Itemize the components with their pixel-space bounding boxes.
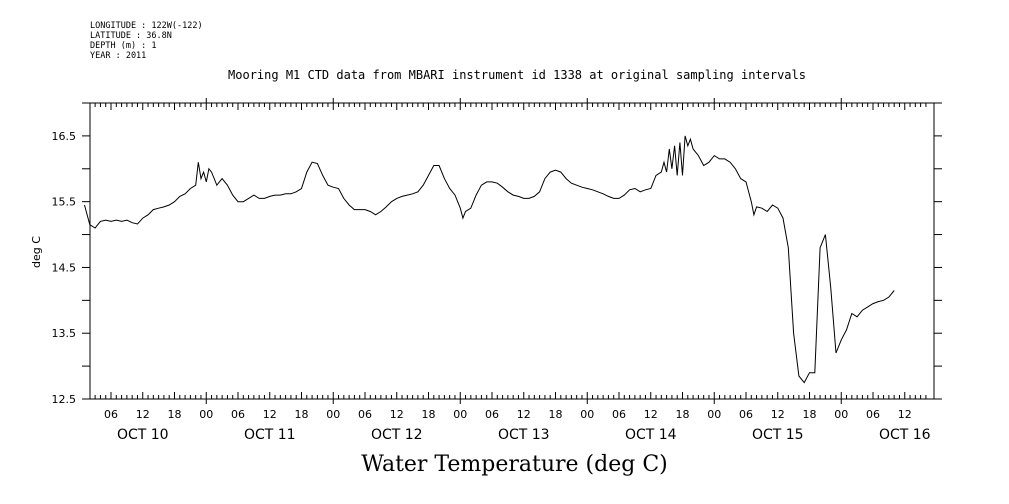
x-tick-label: 12 (771, 408, 785, 421)
x-tick-label: 18 (549, 408, 563, 421)
day-label: OCT 11 (244, 427, 296, 443)
y-axis-label: deg C (30, 236, 43, 268)
y-tick-label: 14.5 (52, 261, 77, 274)
y-tick-label: 13.5 (52, 327, 77, 340)
x-tick-label: 00 (580, 408, 594, 421)
x-tick-label: 12 (136, 408, 150, 421)
x-tick-label: 06 (485, 408, 499, 421)
chart-title: Mooring M1 CTD data from MBARI instrumen… (228, 68, 806, 82)
x-tick-label: 12 (517, 408, 531, 421)
y-tick-label: 16.5 (52, 130, 77, 143)
x-tick-label: 18 (422, 408, 436, 421)
day-label: OCT 12 (371, 427, 423, 443)
x-tick-label: 12 (263, 408, 277, 421)
depth-label: DEPTH (m) : 1 (90, 41, 157, 51)
x-tick-label: 06 (104, 408, 118, 421)
x-tick-label: 06 (231, 408, 245, 421)
x-tick-label: 00 (326, 408, 340, 421)
longitude-label: LONGITUDE : 122W(-122) (90, 21, 203, 31)
x-tick-label: 06 (358, 408, 372, 421)
axis-labels: 12.5 13.5 14.5 15.5 16.5 06 12 18 00 06 12 18 00 06 12… (52, 130, 931, 443)
temperature-line (84, 135, 895, 384)
y-tick-label: 15.5 (52, 196, 77, 209)
day-label: OCT 14 (625, 427, 677, 443)
x-tick-label: 18 (295, 408, 309, 421)
x-tick-label: 18 (803, 408, 817, 421)
x-tick-label: 18 (676, 408, 690, 421)
x-tick-label: 00 (707, 408, 721, 421)
x-tick-label: 18 (168, 408, 182, 421)
day-label: OCT 16 (879, 427, 931, 443)
x-tick-label: 06 (866, 408, 880, 421)
x-tick-label: 12 (898, 408, 912, 421)
day-label: OCT 10 (117, 427, 169, 443)
x-tick-label: 06 (739, 408, 753, 421)
day-label: OCT 15 (752, 427, 804, 443)
x-tick-label: 12 (644, 408, 658, 421)
latitude-label: LATITUDE : 36.8N (90, 31, 172, 41)
x-tick-label: 00 (199, 408, 213, 421)
y-tick-label: 12.5 (52, 393, 77, 406)
year-label: YEAR : 2011 (90, 51, 147, 61)
metadata-block: LONGITUDE : 122W(-122) LATITUDE : 36.8N … (90, 21, 203, 61)
plot-frame (89, 102, 935, 400)
data-series (84, 135, 895, 384)
x-tick-label: 00 (834, 408, 848, 421)
bottom-title: Water Temperature (deg C) (361, 452, 668, 477)
x-tick-label: 12 (390, 408, 404, 421)
x-tick-label: 06 (612, 408, 626, 421)
day-label: OCT 13 (498, 427, 550, 443)
x-tick-label: 00 (453, 408, 467, 421)
axis-ticks (82, 98, 942, 404)
